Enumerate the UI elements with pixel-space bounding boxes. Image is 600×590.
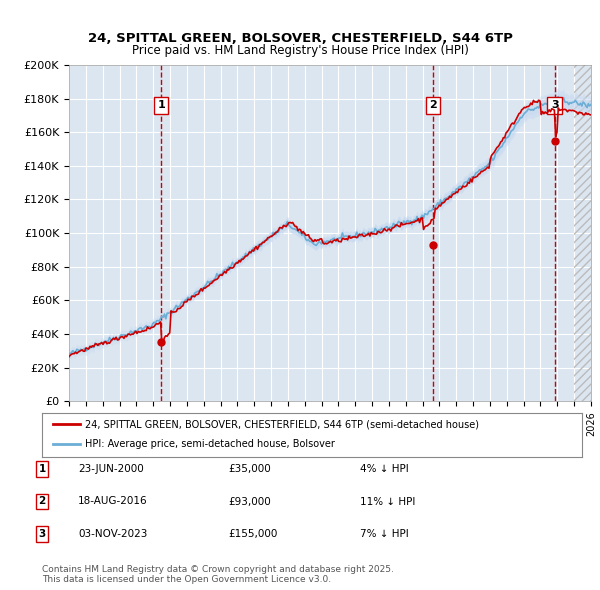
Text: 03-NOV-2023: 03-NOV-2023 [78,529,148,539]
Text: 2: 2 [430,100,437,110]
Text: 24, SPITTAL GREEN, BOLSOVER, CHESTERFIELD, S44 6TP (semi-detached house): 24, SPITTAL GREEN, BOLSOVER, CHESTERFIEL… [85,419,479,429]
Text: Price paid vs. HM Land Registry's House Price Index (HPI): Price paid vs. HM Land Registry's House … [131,44,469,57]
Text: 24, SPITTAL GREEN, BOLSOVER, CHESTERFIELD, S44 6TP: 24, SPITTAL GREEN, BOLSOVER, CHESTERFIEL… [88,32,512,45]
Text: 18-AUG-2016: 18-AUG-2016 [78,497,148,506]
Text: 1: 1 [157,100,165,110]
Text: £93,000: £93,000 [228,497,271,506]
Text: 23-JUN-2000: 23-JUN-2000 [78,464,144,474]
Text: 2: 2 [38,497,46,506]
Text: 3: 3 [38,529,46,539]
Text: £35,000: £35,000 [228,464,271,474]
Text: 4% ↓ HPI: 4% ↓ HPI [360,464,409,474]
Text: 1: 1 [38,464,46,474]
Text: Contains HM Land Registry data © Crown copyright and database right 2025.
This d: Contains HM Land Registry data © Crown c… [42,565,394,584]
Text: 11% ↓ HPI: 11% ↓ HPI [360,497,415,506]
Text: HPI: Average price, semi-detached house, Bolsover: HPI: Average price, semi-detached house,… [85,439,335,449]
Text: £155,000: £155,000 [228,529,277,539]
Text: 7% ↓ HPI: 7% ↓ HPI [360,529,409,539]
Text: 3: 3 [551,100,559,110]
